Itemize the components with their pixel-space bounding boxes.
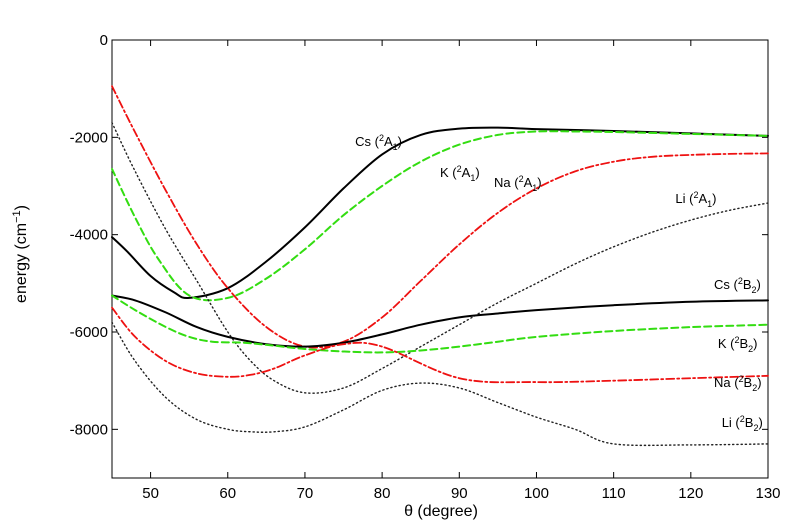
y-tick-label: -2000 bbox=[70, 129, 108, 146]
series-label-cs-2a1: Cs (2A1) bbox=[355, 133, 402, 152]
y-tick-label: -8000 bbox=[70, 421, 108, 438]
axes: 50 60 70 80 90 100 110 120 130 0 -2000 -4000 -6000 -8… bbox=[70, 32, 781, 502]
series-label-k-2b2: K (2B2) bbox=[718, 335, 758, 354]
series-line-cs-2a1 bbox=[111, 126, 769, 299]
series-line-na-2a1 bbox=[111, 85, 769, 349]
series-line-k-2a1 bbox=[111, 130, 769, 302]
y-axis-title-sup: −1 bbox=[11, 210, 23, 223]
x-tick-label: 50 bbox=[142, 485, 159, 502]
series-label-na-2b2: Na (2B2) bbox=[714, 374, 762, 393]
series-label-k-2a1: K (2A1) bbox=[440, 164, 480, 183]
series-lines bbox=[111, 85, 769, 447]
y-axis-title: energy (cm−1) bbox=[11, 205, 30, 303]
x-tick-label: 60 bbox=[219, 485, 236, 502]
series-label-na-2a1: Na (2A1) bbox=[494, 174, 542, 193]
x-tick-label: 130 bbox=[755, 485, 780, 502]
x-tick-label: 70 bbox=[297, 485, 314, 502]
series-label-li-2a1: Li (2A1) bbox=[675, 190, 716, 209]
series-line-cs-2b2 bbox=[111, 294, 769, 348]
x-tick-label: 110 bbox=[602, 485, 626, 502]
x-tick-label: 80 bbox=[374, 485, 391, 502]
series-line-k-2b2 bbox=[111, 294, 769, 354]
y-tick-label: 0 bbox=[100, 32, 108, 49]
series-label-li-2b2: Li (2B2) bbox=[722, 414, 763, 433]
series-line-na-2b2 bbox=[111, 306, 769, 384]
y-tick-label: -6000 bbox=[70, 324, 108, 341]
series-labels: Cs (2A1) K (2A1) Na (2A1) Li (2A1) Cs (2B2) K… bbox=[355, 133, 763, 433]
plot-frame bbox=[111, 39, 769, 479]
x-tick-label: 120 bbox=[678, 485, 703, 502]
y-tick-label: -4000 bbox=[70, 227, 108, 244]
x-tick-label: 100 bbox=[524, 485, 549, 502]
series-label-cs-2b2: Cs (2B2) bbox=[714, 276, 761, 295]
series-line-li-2a1 bbox=[111, 122, 769, 394]
x-axis-title: θ (degree) bbox=[404, 503, 478, 520]
series-line-li-2b2 bbox=[111, 321, 769, 447]
x-tick-label: 90 bbox=[451, 485, 468, 502]
